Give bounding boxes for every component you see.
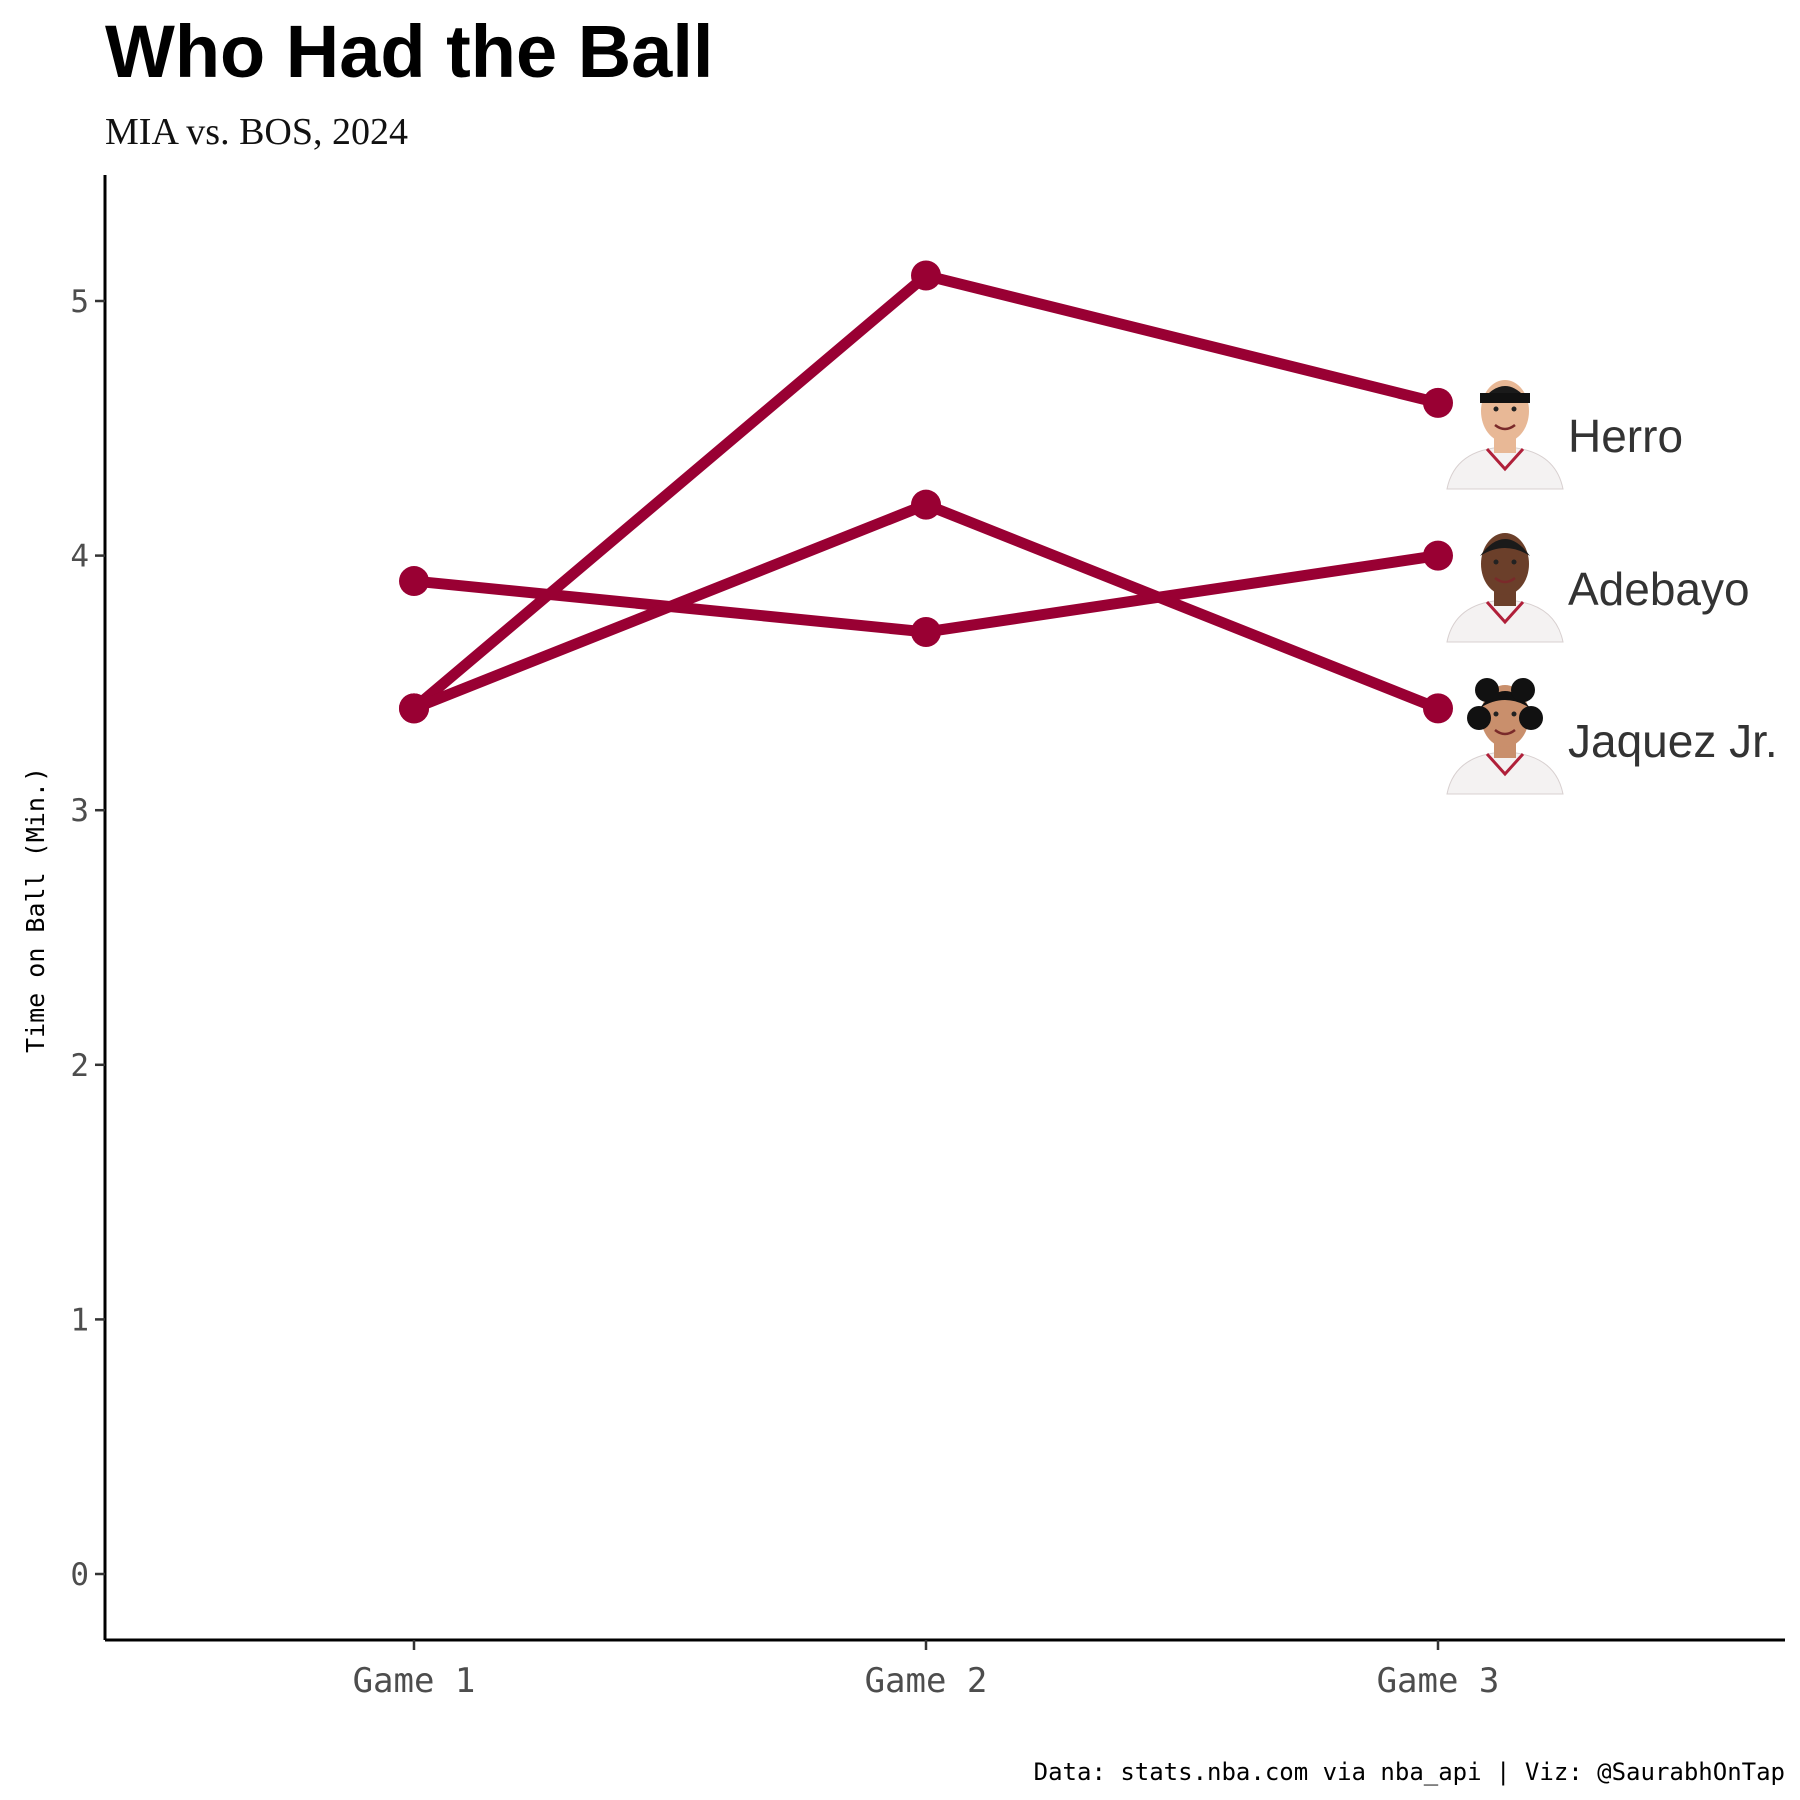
player-labels: Herro Adebayo Jaquez Jr. xyxy=(1446,380,1778,795)
data-point xyxy=(911,489,941,520)
player-avatar-icon xyxy=(1446,533,1564,643)
y-tick-label: 0 xyxy=(70,1557,89,1593)
y-axis-label: Time on Ball (Min.) xyxy=(21,767,50,1053)
chart-title: Who Had the Ball xyxy=(105,10,713,93)
y-tick-label: 5 xyxy=(70,284,89,320)
series-layer xyxy=(399,260,1453,724)
data-point xyxy=(1423,693,1453,724)
player-label: Adebayo xyxy=(1568,563,1750,615)
x-tick-label: Game 3 xyxy=(1377,1661,1500,1701)
y-tick-label: 2 xyxy=(70,1048,89,1084)
player-label: Herro xyxy=(1568,410,1683,462)
y-axis: 0 1 2 3 4 5 xyxy=(70,175,107,1640)
data-point xyxy=(399,693,429,724)
data-point xyxy=(911,260,941,291)
series-line xyxy=(408,499,1444,714)
y-tick-label: 4 xyxy=(70,539,89,575)
series-1 xyxy=(399,540,1453,647)
data-point xyxy=(1423,540,1453,571)
data-point xyxy=(399,566,429,597)
player-label: Jaquez Jr. xyxy=(1568,715,1778,767)
chart-caption: Data: stats.nba.com via nba_api | Viz: @… xyxy=(1034,1758,1785,1786)
x-axis: Game 1 Game 2 Game 3 xyxy=(105,1638,1785,1701)
player-avatar-icon xyxy=(1446,678,1564,795)
x-tick-label: Game 2 xyxy=(865,1661,988,1701)
x-tick-label: Game 1 xyxy=(353,1661,476,1701)
chart-subtitle: MIA vs. BOS, 2024 xyxy=(105,111,408,153)
data-point xyxy=(1423,387,1453,418)
y-tick-label: 1 xyxy=(70,1302,89,1338)
y-tick-label: 3 xyxy=(70,793,89,829)
series-2 xyxy=(399,489,1453,724)
data-point xyxy=(911,616,941,647)
player-avatar-icon xyxy=(1446,380,1564,490)
